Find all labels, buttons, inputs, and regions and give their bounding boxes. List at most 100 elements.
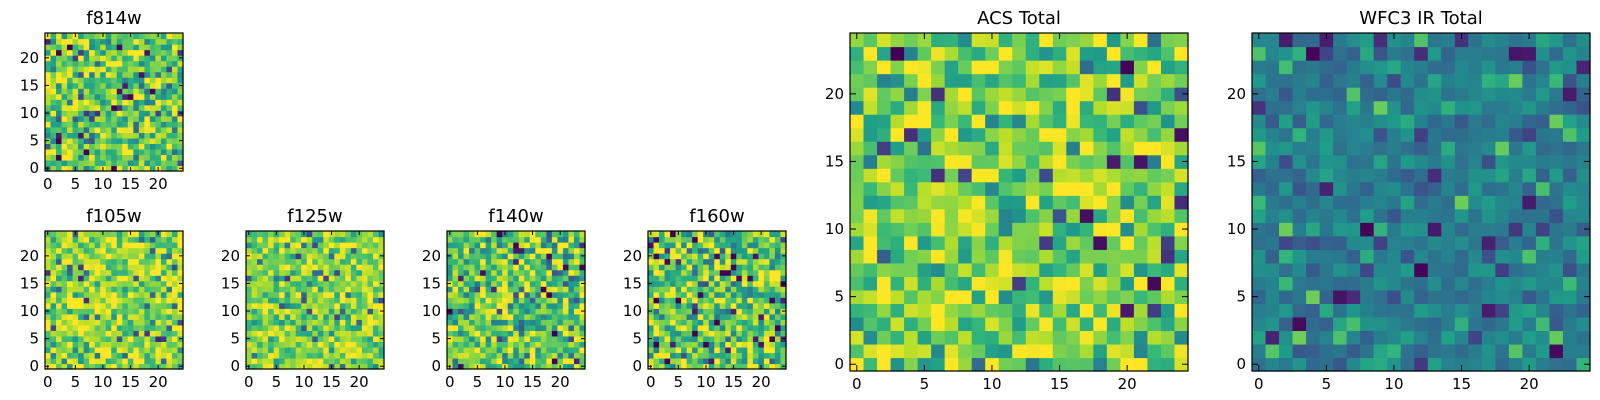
heatmap-cell (529, 341, 536, 348)
heatmap-cell (774, 236, 782, 243)
heatmap-cell (758, 352, 765, 359)
heatmap-cell (469, 319, 476, 326)
heatmap-cell (345, 352, 352, 359)
heatmap-cell (306, 291, 313, 298)
heatmap-cell (78, 93, 85, 100)
heatmap-cell (1481, 303, 1496, 318)
heatmap-cell (1147, 60, 1162, 75)
heatmap-cell (1066, 73, 1081, 88)
heatmap-cell (111, 264, 118, 271)
heatmap-cell (301, 330, 308, 337)
heatmap-cell (562, 313, 570, 320)
heatmap-cell (1052, 100, 1067, 115)
heatmap-cell (686, 357, 693, 365)
heatmap-cell (1508, 60, 1523, 75)
heatmap-cell (741, 324, 748, 331)
heatmap-cell (268, 253, 275, 260)
heatmap-cell (1333, 195, 1348, 210)
heatmap-cell (1012, 289, 1027, 304)
heatmap-cell (1306, 330, 1321, 345)
heatmap-cell (56, 44, 63, 51)
heatmap-cell (350, 286, 357, 293)
axes-frame (446, 230, 586, 370)
heatmap-cell (469, 330, 476, 337)
heatmap-cell (1052, 127, 1067, 142)
heatmap-cell (502, 308, 509, 315)
heatmap-cell (133, 66, 140, 73)
heatmap-cell (1133, 249, 1149, 264)
heatmap-cell (540, 231, 547, 238)
heatmap-cell (1265, 235, 1280, 250)
heatmap-cell (496, 341, 503, 348)
heatmap-cell (122, 33, 129, 40)
heatmap-cell (1252, 60, 1267, 75)
heatmap-cell (100, 330, 107, 337)
heatmap-cell (540, 247, 547, 254)
heatmap-cell (447, 324, 454, 331)
heatmap-cell (877, 330, 892, 345)
heatmap-cell (697, 346, 704, 354)
heatmap-cell (458, 231, 465, 238)
heatmap-cell (557, 264, 564, 271)
heatmap-cell (273, 253, 280, 260)
heatmap-cell (378, 330, 385, 337)
heatmap-cell (279, 352, 286, 359)
heatmap-cell (1373, 316, 1388, 332)
heatmap-cell (1495, 87, 1510, 102)
heatmap-cell (155, 121, 162, 128)
heatmap-cell (133, 291, 140, 298)
heatmap-cell (681, 297, 688, 304)
heatmap-cell (447, 258, 454, 265)
heatmap-cell (133, 132, 140, 139)
heatmap-cell (144, 88, 151, 95)
heatmap-cell (1346, 249, 1361, 264)
heatmap-cell (747, 346, 754, 354)
heatmap-cell (659, 363, 666, 370)
heatmap-cell (551, 253, 558, 260)
heatmap-cell (1292, 87, 1307, 102)
heatmap-cell (116, 313, 123, 320)
heatmap-cell (579, 231, 586, 238)
heatmap-cell (480, 313, 487, 320)
heatmap-cell (350, 324, 357, 331)
heatmap-cell (1319, 33, 1334, 48)
heatmap-cell (1549, 100, 1564, 115)
heatmap-cell (295, 346, 302, 354)
heatmap-cell (67, 264, 74, 271)
x-tick-label: 15 (121, 373, 140, 391)
heatmap-cell (160, 236, 168, 243)
heatmap-cell (573, 308, 581, 315)
heatmap-cell (535, 308, 542, 315)
heatmap-cell (306, 352, 313, 359)
heatmap-cell (290, 341, 297, 348)
heatmap-cell (138, 236, 145, 243)
heatmap-cell (144, 335, 151, 342)
heatmap-cell (317, 253, 324, 260)
heatmap-cell (149, 313, 156, 320)
heatmap-cell (345, 291, 352, 298)
heatmap-cell (452, 258, 459, 265)
heatmap-cell (67, 269, 74, 276)
heatmap-cell (83, 275, 90, 282)
heatmap-cell (741, 264, 748, 271)
heatmap-cell (361, 319, 369, 326)
heatmap-cell (741, 352, 748, 359)
axes-frame (849, 32, 1189, 372)
heatmap-cell (144, 258, 151, 265)
heatmap-cell (67, 55, 74, 62)
heatmap-cell (502, 236, 509, 243)
heatmap-cell (458, 280, 465, 287)
heatmap-cell (458, 341, 465, 348)
heatmap-cell (356, 308, 363, 315)
heatmap-cell (502, 335, 509, 342)
heatmap-cell (89, 269, 96, 276)
heatmap-cell (171, 363, 179, 370)
heatmap-cell (122, 44, 129, 51)
heatmap-cell (917, 114, 932, 129)
heatmap-cell (714, 286, 721, 293)
heatmap-cell (741, 291, 748, 298)
heatmap-cell (111, 269, 118, 276)
heatmap-cell (301, 280, 308, 287)
heatmap-cell (1508, 87, 1523, 102)
heatmap-cell (105, 258, 112, 265)
